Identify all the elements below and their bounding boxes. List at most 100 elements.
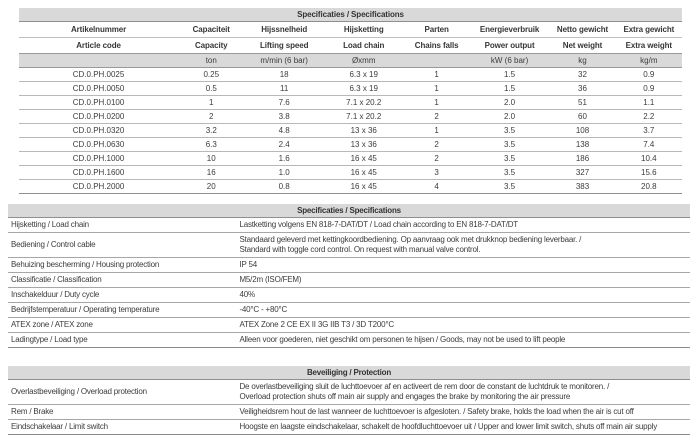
info-value: De overlastbeveiliging sluit de luchttoe… (236, 379, 690, 405)
spec-cell: 3.8 (244, 109, 324, 124)
spec-column-header-en: Lifting speed (244, 37, 324, 54)
spec-cell: 3.2 (178, 123, 245, 138)
spec-cell: 3.5 (469, 165, 550, 180)
info-row: Bedrijfstemperatuur / Operating temperat… (8, 302, 690, 318)
spec-table-row: CD.0.PH.0200 2 3.8 7.1 x 20.2 2 2.0 60 2.2 (19, 109, 682, 124)
spec-cell: CD.0.PH.0630 (19, 137, 179, 152)
info-label: Hijsketting / Load chain (8, 217, 237, 233)
spec-cell: 138 (549, 137, 616, 152)
spec-cell: 16 x 45 (323, 151, 404, 166)
spec-cell: 3.5 (469, 151, 550, 166)
protection-table: Beveiliging / Protection Overlastbeveili… (8, 366, 690, 435)
spec-cell: 2 (403, 137, 470, 152)
spec-cell: 6.3 x 19 (323, 67, 404, 82)
info-value: M5/2m (ISO/FEM) (236, 272, 690, 288)
info-row: Hijsketting / Load chain Lastketting volg… (8, 217, 690, 233)
spec-cell: 32 (549, 67, 616, 82)
spec-cell: 6.3 x 19 (323, 81, 404, 96)
spec-table-body: CD.0.PH.0025 0.25 18 6.3 x 19 1 1.5 32 0.9 CD.0.… (19, 67, 682, 194)
spec-cell: 3 (403, 165, 470, 180)
spec-title-row: Specificaties / Specifications (19, 8, 682, 22)
spec-cell: 13 x 36 (323, 123, 404, 138)
info-value: ATEX Zone 2 CE EX II 3G IIB T3 / 3D T200… (236, 317, 690, 333)
spec-cell: 2.2 (615, 109, 682, 124)
info-label: Classificatie / Classification (8, 272, 237, 288)
spec-column-header-nl: Parten (424, 24, 449, 34)
spec-cell: 16 x 45 (323, 179, 404, 194)
info-row: Classificatie / Classification M5/2m (ISO… (8, 272, 690, 288)
spec-cell: 2 (403, 109, 470, 124)
spec-cell: 16 (178, 165, 245, 180)
info-label: Overlastbeveiliging / Overload protectio… (8, 379, 237, 405)
info-value: IP 54 (236, 257, 690, 273)
spec-table-row: CD.0.PH.2000 20 0.8 16 x 45 4 3.5 383 20.8 (19, 179, 682, 194)
info-value: Veiligheidsrem hout de last wanneer de l… (236, 404, 690, 420)
spec-cell: 0.8 (244, 179, 324, 194)
spec-column-header-nl: Energieverbruik (479, 24, 540, 34)
spec-cell: 383 (549, 179, 616, 194)
protection-table-body: Overlastbeveiliging / Overload protectio… (8, 379, 690, 435)
info-row: Eindschakelaar / Limit switch Hoogste en … (8, 419, 690, 435)
spec-cell: 327 (549, 165, 616, 180)
spec-column-header-en: Extra weight (615, 37, 682, 54)
spec-cell: 1.5 (469, 81, 550, 96)
spec-cell: 4 (403, 179, 470, 194)
details-title-row: Specificaties / Specifications (8, 204, 690, 218)
info-row: Ladingtype / Load type Alleen voor goeder… (8, 332, 690, 348)
info-label: ATEX zone / ATEX zone (8, 317, 237, 333)
spec-sheet-page: Specificaties / Specifications Artikelnu… (0, 8, 699, 435)
spec-column-header-en: Capacity (178, 37, 245, 54)
spec-table-row: CD.0.PH.0630 6.3 2.4 13 x 36 2 3.5 138 7.4 (19, 137, 682, 152)
spec-cell: 20 (178, 179, 245, 194)
spec-cell: 60 (549, 109, 616, 124)
spec-cell: 16 x 45 (323, 165, 404, 180)
spec-column-unit (19, 53, 179, 68)
spec-cell: 15.6 (615, 165, 682, 180)
spec-table-row: CD.0.PH.0025 0.25 18 6.3 x 19 1 1.5 32 0.9 (19, 67, 682, 82)
info-value: Alleen voor goederen, niet geschikt om p… (236, 332, 690, 348)
spec-cell: 20.8 (615, 179, 682, 194)
spec-column-header-en: Chains falls (403, 37, 470, 54)
info-row: Bediening / Control cable Standaard gelev… (8, 232, 690, 258)
spec-column-unit (403, 53, 470, 68)
spec-cell: 1 (178, 95, 245, 110)
spec-cell: 13 x 36 (323, 137, 404, 152)
spec-cell: 186 (549, 151, 616, 166)
spec-cell: 51 (549, 95, 616, 110)
spec-cell: 36 (549, 81, 616, 96)
spec-cell: 11 (244, 81, 324, 96)
info-row: Rem / Brake Veiligheidsrem hout de last w… (8, 404, 690, 420)
info-value: -40°C - +80°C (236, 302, 690, 318)
details-table-body: Hijsketting / Load chain Lastketting volg… (8, 217, 690, 348)
spec-cell: 2 (178, 109, 245, 124)
spec-cell: 0.25 (178, 67, 245, 82)
spec-cell: 1.5 (469, 67, 550, 82)
spec-table-title: Specificaties / Specifications (19, 8, 682, 22)
spec-column-unit: kg/m (615, 53, 682, 68)
spec-column-unit: m/min (6 bar) (244, 53, 324, 68)
spec-table-row: CD.0.PH.1000 10 1.6 16 x 45 2 3.5 186 10.4 (19, 151, 682, 166)
info-row: Overlastbeveiliging / Overload protectio… (8, 379, 690, 405)
info-row: ATEX zone / ATEX zone ATEX Zone 2 CE EX I… (8, 317, 690, 333)
spec-cell: CD.0.PH.0320 (19, 123, 179, 138)
spec-cell: 2.0 (469, 95, 550, 110)
spec-cell: CD.0.PH.0200 (19, 109, 179, 124)
spec-header-row-nl: Artikelnummer Capaciteit Hijssnelheid Hijsk… (19, 22, 682, 38)
spec-column-header-en: Load chain (323, 37, 404, 54)
spec-cell: 1 (403, 67, 470, 82)
info-value: Hoogste en laagste eindschakelaar, schak… (236, 419, 690, 435)
info-row: Behuizing bescherming / Housing protecti… (8, 257, 690, 273)
spec-cell: 2.4 (244, 137, 324, 152)
spec-column-header-nl: Hijssnelheid (261, 24, 308, 34)
spec-cell: 4.8 (244, 123, 324, 138)
spec-cell: 7.6 (244, 95, 324, 110)
spec-cell: 1.1 (615, 95, 682, 110)
info-label: Eindschakelaar / Limit switch (8, 419, 237, 435)
spec-column-header-nl: Artikelnummer (70, 24, 127, 34)
spec-cell: 2.0 (469, 109, 550, 124)
info-row: Inschakelduur / Duty cycle 40% (8, 287, 690, 303)
info-label: Rem / Brake (8, 404, 237, 420)
spec-cell: CD.0.PH.0050 (19, 81, 179, 96)
spec-column-header-en: Article code (19, 37, 179, 54)
info-label: Ladingtype / Load type (8, 332, 237, 348)
